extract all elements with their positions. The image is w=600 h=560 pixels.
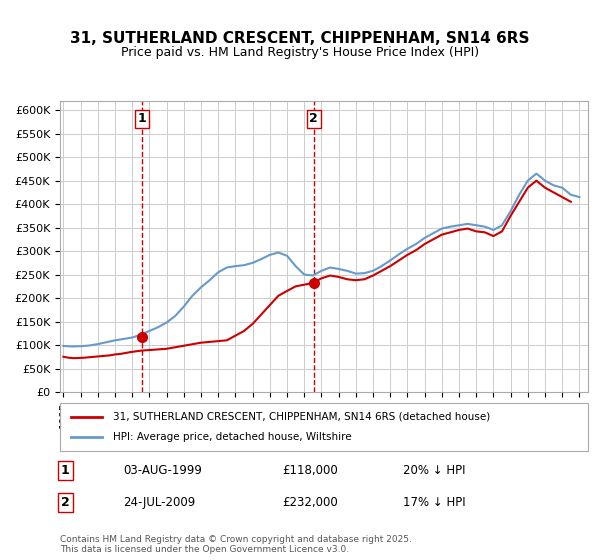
Text: 2: 2 bbox=[310, 113, 318, 125]
FancyBboxPatch shape bbox=[60, 403, 588, 451]
Text: 1: 1 bbox=[138, 113, 146, 125]
Text: 24-JUL-2009: 24-JUL-2009 bbox=[124, 496, 196, 509]
Text: 17% ↓ HPI: 17% ↓ HPI bbox=[403, 496, 466, 509]
Text: 20% ↓ HPI: 20% ↓ HPI bbox=[403, 464, 466, 477]
Text: Price paid vs. HM Land Registry's House Price Index (HPI): Price paid vs. HM Land Registry's House … bbox=[121, 46, 479, 59]
Text: £232,000: £232,000 bbox=[282, 496, 338, 509]
Text: 1: 1 bbox=[61, 464, 70, 477]
Text: 2: 2 bbox=[61, 496, 70, 509]
Text: 03-AUG-1999: 03-AUG-1999 bbox=[124, 464, 202, 477]
Text: 31, SUTHERLAND CRESCENT, CHIPPENHAM, SN14 6RS (detached house): 31, SUTHERLAND CRESCENT, CHIPPENHAM, SN1… bbox=[113, 412, 490, 422]
Text: £118,000: £118,000 bbox=[282, 464, 338, 477]
Text: Contains HM Land Registry data © Crown copyright and database right 2025.
This d: Contains HM Land Registry data © Crown c… bbox=[60, 535, 412, 554]
Text: HPI: Average price, detached house, Wiltshire: HPI: Average price, detached house, Wilt… bbox=[113, 432, 352, 442]
Text: 31, SUTHERLAND CRESCENT, CHIPPENHAM, SN14 6RS: 31, SUTHERLAND CRESCENT, CHIPPENHAM, SN1… bbox=[70, 31, 530, 46]
